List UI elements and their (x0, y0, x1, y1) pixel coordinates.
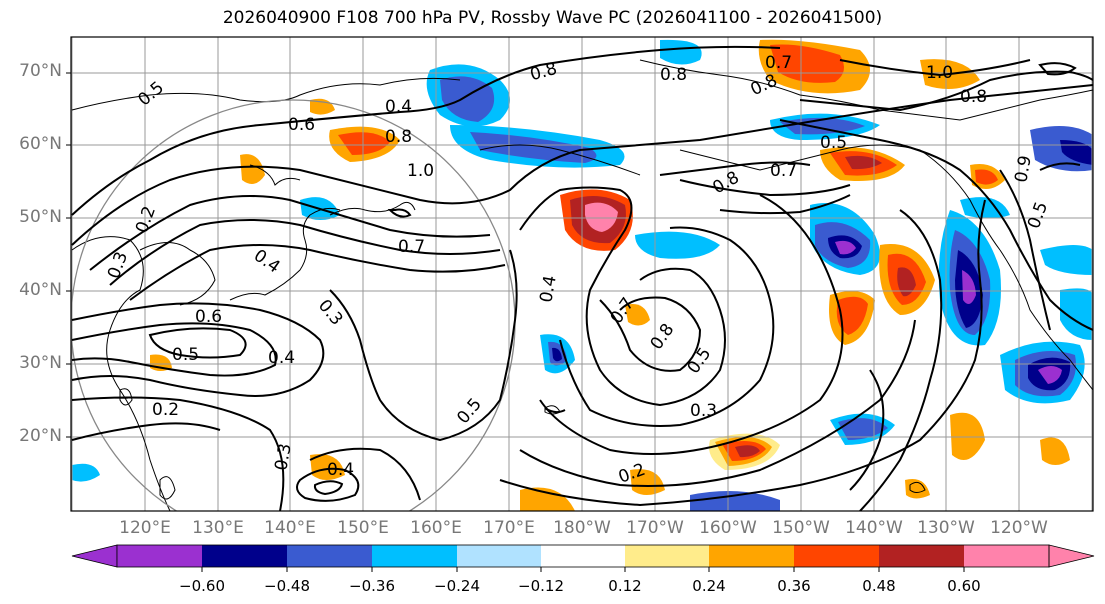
colorbar-swatch (541, 545, 625, 567)
longitude-label: 170°E (483, 518, 535, 538)
latitude-label: 70°N (19, 61, 62, 81)
longitude-label: 130°E (192, 518, 244, 538)
colorbar-extend-low (71, 544, 118, 568)
map-border (70, 36, 1094, 512)
latitude-label: 60°N (19, 134, 62, 154)
colorbar-extend-high (1048, 544, 1095, 568)
latitude-label: 40°N (19, 280, 62, 300)
contour-label: 0.8 (960, 87, 987, 107)
longitude-label: 150°W (772, 518, 830, 538)
colorbar-tick-label: −0.36 (349, 577, 395, 595)
colorbar-tick-label: 0.24 (692, 577, 726, 595)
contour-label: 0.6 (288, 115, 315, 135)
contour-label: 0.5 (820, 133, 847, 153)
longitude-label: 180°W (553, 518, 611, 538)
contour-label: 0.3 (690, 401, 717, 421)
contour-label: 0.4 (385, 97, 412, 117)
colorbar-swatch (625, 545, 709, 567)
contour-label: 0.4 (536, 274, 560, 304)
contour-label: 0.8 (385, 127, 412, 147)
colorbar-outline (116, 544, 1050, 568)
colorbar-swatch (457, 545, 541, 567)
colorbar-swatch (372, 545, 457, 567)
colorbar-tick-label: −0.48 (264, 577, 310, 595)
colorbar-tick-label: 0.60 (947, 577, 981, 595)
longitude-label: 140°E (264, 518, 316, 538)
tick-marks (66, 72, 71, 438)
colorbar-swatch (202, 545, 287, 567)
colorbar-swatch (964, 545, 1049, 567)
colorbar-tick-label: −0.12 (518, 577, 564, 595)
longitude-label: 160°E (410, 518, 462, 538)
contour-label: 0.2 (152, 400, 179, 420)
colorbar-tick-label: 0.36 (777, 577, 811, 595)
colorbar-swatch (709, 545, 794, 567)
colorbar-swatch (287, 545, 372, 567)
map-title: 2026040900 F108 700 hPa PV, Rossby Wave … (222, 8, 883, 28)
latitude-label: 20°N (19, 426, 62, 446)
longitude-label: 130°W (917, 518, 975, 538)
contour-label: 0.4 (327, 460, 354, 480)
contour-label: 0.9 (1011, 154, 1035, 184)
longitude-label: 120°W (990, 518, 1048, 538)
colorbar-tick-label: −0.24 (434, 577, 480, 595)
contour-label: 0.7 (770, 161, 797, 181)
pv-contours (71, 45, 1093, 511)
colorbar-swatch (117, 545, 202, 567)
colorbar-swatch (794, 545, 879, 567)
contour-label: 1.0 (926, 63, 953, 83)
colorbar-tick-label: 0.48 (862, 577, 896, 595)
contour-label: 1.0 (407, 161, 434, 181)
contour-label: 0.7 (765, 53, 792, 73)
contour-label: 0.5 (172, 345, 199, 365)
colorbar-tick-label: −0.60 (179, 577, 225, 595)
colorbar (71, 544, 1095, 572)
longitude-label: 170°W (626, 518, 684, 538)
contour-label: 0.7 (398, 237, 425, 257)
longitude-label: 160°W (699, 518, 757, 538)
contour-label: 0.3 (271, 442, 295, 472)
latitude-label: 50°N (19, 207, 62, 227)
contour-label: 0.8 (660, 65, 687, 85)
colorbar-swatch (879, 545, 964, 567)
longitude-label: 140°W (845, 518, 903, 538)
colorbar-tick-label: 0.12 (608, 577, 642, 595)
contour-label: 0.4 (268, 348, 295, 368)
contour-label: 0.6 (195, 307, 222, 327)
longitude-label: 150°E (337, 518, 389, 538)
longitude-label: 120°E (119, 518, 171, 538)
latitude-label: 30°N (19, 353, 62, 373)
